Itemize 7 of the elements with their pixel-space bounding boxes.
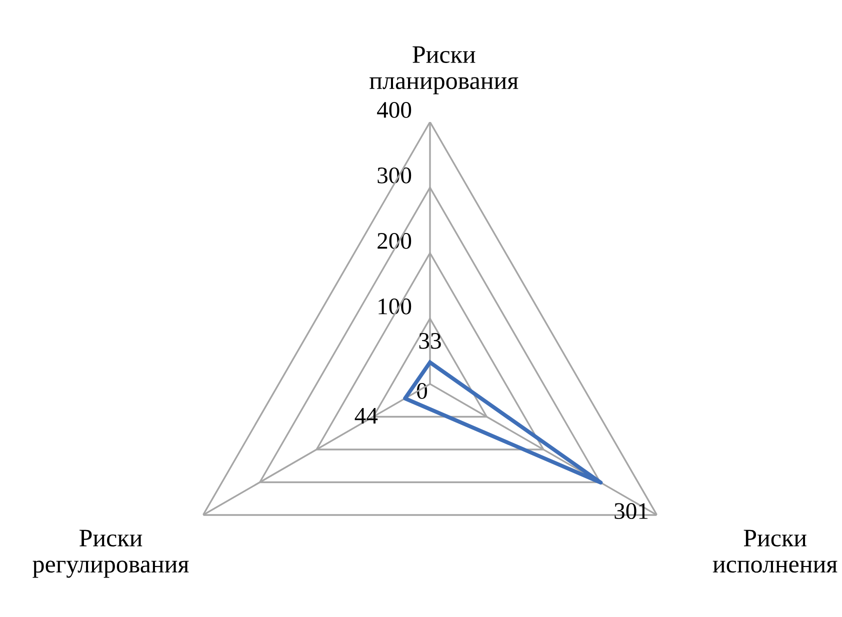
data-label: 301 (614, 503, 648, 520)
data-label: 44 (354, 408, 378, 424)
y-tick-label: 400 (377, 102, 412, 118)
spoke-label: Риски регулирования (32, 530, 189, 578)
spoke-label: Риски планирования (370, 46, 518, 94)
spoke-label: Риски исполнения (712, 530, 838, 573)
data-label: 33 (419, 332, 441, 349)
